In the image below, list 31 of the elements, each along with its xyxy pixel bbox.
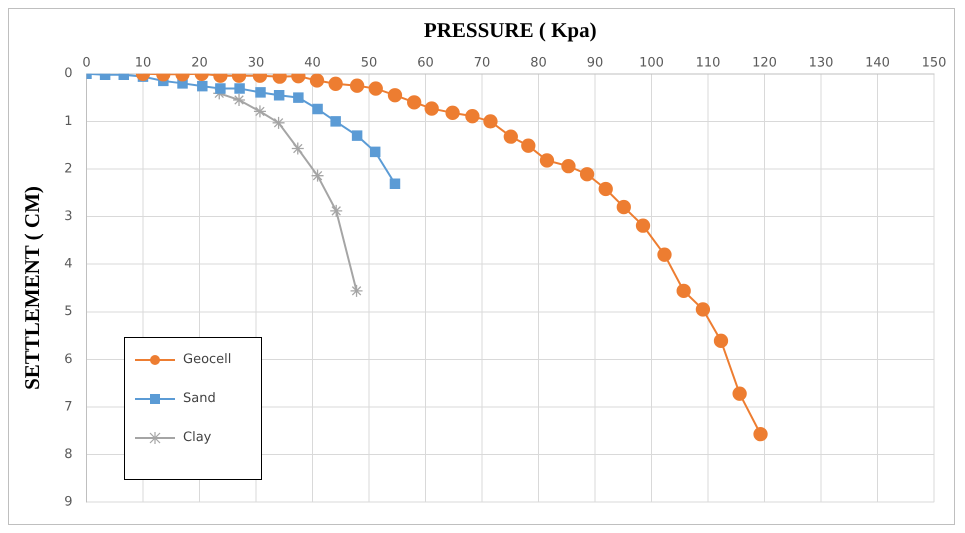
x-tick-label: 120 [752,55,777,70]
y-tick-label: 5 [64,304,72,320]
x-axis-title: PRESSURE ( Kpa) [424,18,597,42]
y-tick-label: 0 [64,66,72,82]
y-tick-label: 9 [64,494,72,510]
y-axis-title: SETTLEMENT ( CM) [20,186,44,390]
x-tick-label: 70 [474,55,490,70]
x-tick-label: 150 [922,55,946,70]
y-tick-label: 8 [64,446,72,462]
y-tick-label: 7 [64,399,72,414]
x-tick-label: 80 [530,55,547,70]
x-tick-label: 30 [248,55,264,70]
y-tick-label: 4 [64,256,72,272]
x-tick-label: 50 [360,55,378,70]
x-tick-label: 10 [134,55,152,70]
y-tick-label: 6 [64,352,72,367]
x-tick-label: 90 [586,55,604,70]
x-tick-label: 130 [808,55,834,70]
x-tick-label: 40 [304,55,321,70]
legend-label: Clay [183,430,212,445]
x-tick-label: 60 [417,55,434,70]
y-tick-label: 3 [64,208,72,224]
y-tick-label: 1 [64,114,72,129]
x-tick-label: 100 [639,55,664,70]
x-tick-label: 0 [82,55,91,70]
legend-label: Geocell [183,352,232,367]
x-tick-label: 20 [191,55,208,70]
legend-label: Sand [183,391,216,406]
y-tick-label: 2 [64,161,72,176]
x-tick-label: 110 [696,55,720,70]
x-tick-label: 140 [865,55,890,70]
